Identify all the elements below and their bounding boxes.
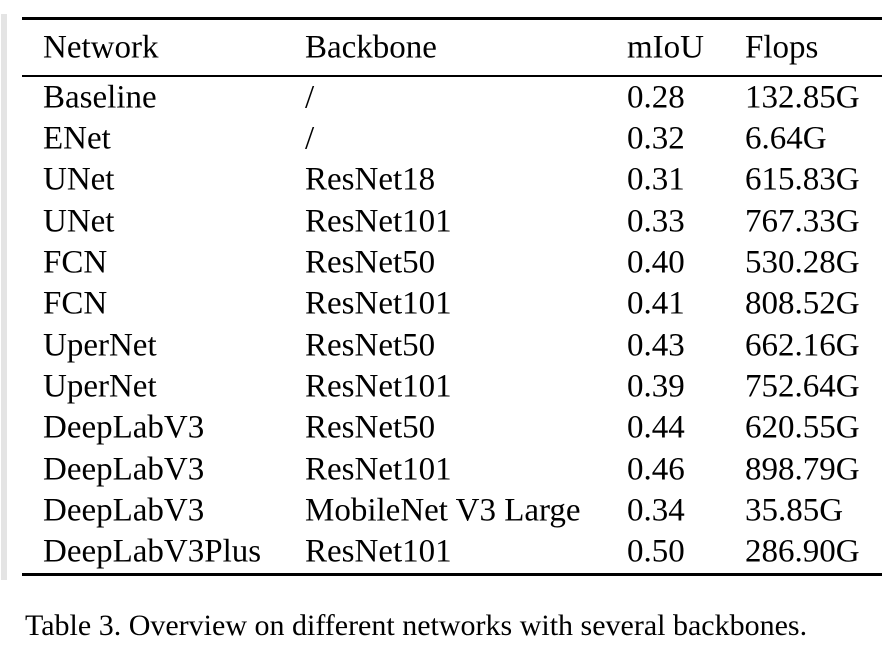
cell-flops: 615.83G <box>745 161 860 198</box>
cell-backbone: ResNet101 <box>305 533 452 570</box>
cell-flops: 752.64G <box>745 368 860 405</box>
cell-miou: 0.33 <box>627 203 685 240</box>
cell-flops: 530.28G <box>745 244 860 281</box>
cell-flops: 662.16G <box>745 327 860 364</box>
cell-flops: 620.55G <box>745 409 860 446</box>
results-table: Network Backbone mIoU Flops Baseline / 0… <box>22 17 882 576</box>
cell-backbone: ResNet101 <box>305 285 452 322</box>
cell-backbone: ResNet50 <box>305 409 436 446</box>
cell-backbone: ResNet101 <box>305 368 452 405</box>
cell-miou: 0.32 <box>627 120 685 157</box>
cell-network: DeepLabV3Plus <box>43 533 262 570</box>
cell-network: DeepLabV3 <box>43 492 205 529</box>
cell-network: FCN <box>43 285 108 322</box>
cell-backbone: ResNet50 <box>305 244 436 281</box>
column-header-flops: Flops <box>745 29 819 65</box>
table-body: Baseline / 0.28 132.85G ENet / 0.32 6.64… <box>22 77 882 573</box>
table-row: UperNet ResNet50 0.43 662.16G <box>22 325 882 366</box>
table-header-row: Network Backbone mIoU Flops <box>22 20 882 75</box>
cell-network: ENet <box>43 120 111 157</box>
cell-backbone: MobileNet V3 Large <box>305 492 581 529</box>
cell-flops: 35.85G <box>745 492 844 529</box>
cell-backbone: / <box>305 79 315 116</box>
cell-backbone: ResNet101 <box>305 203 452 240</box>
table-header-rule <box>22 75 882 77</box>
cell-backbone: ResNet50 <box>305 327 436 364</box>
cell-flops: 808.52G <box>745 285 860 322</box>
page-edge-shadow <box>1 14 7 580</box>
cell-network: UperNet <box>43 368 157 405</box>
table-caption: Table 3. Overview on different networks … <box>25 609 808 642</box>
cell-miou: 0.44 <box>627 409 685 446</box>
column-header-miou: mIoU <box>627 29 704 65</box>
cell-flops: 767.33G <box>745 203 860 240</box>
table-row: FCN ResNet50 0.40 530.28G <box>22 242 882 283</box>
cell-miou: 0.31 <box>627 161 685 198</box>
table-row: DeepLabV3 ResNet50 0.44 620.55G <box>22 408 882 449</box>
table-bottom-rule <box>22 572 882 576</box>
cell-flops: 132.85G <box>745 79 860 116</box>
cell-network: UNet <box>43 161 115 198</box>
table-row: DeepLabV3 ResNet101 0.46 898.79G <box>22 449 882 490</box>
cell-backbone: / <box>305 120 315 157</box>
cell-miou: 0.28 <box>627 79 685 116</box>
cell-miou: 0.50 <box>627 533 685 570</box>
table-row: Baseline / 0.28 132.85G <box>22 77 882 118</box>
cell-flops: 898.79G <box>745 451 860 488</box>
cell-network: Baseline <box>43 79 157 116</box>
table-row: DeepLabV3 MobileNet V3 Large 0.34 35.85G <box>22 490 882 531</box>
cell-miou: 0.46 <box>627 451 685 488</box>
table-top-rule <box>22 17 882 20</box>
cell-backbone: ResNet18 <box>305 161 436 198</box>
column-header-network: Network <box>43 29 159 65</box>
cell-miou: 0.40 <box>627 244 685 281</box>
cell-network: DeepLabV3 <box>43 409 205 446</box>
cell-network: UperNet <box>43 327 157 364</box>
cell-miou: 0.43 <box>627 327 685 364</box>
cell-miou: 0.39 <box>627 368 685 405</box>
table-row: UNet ResNet101 0.33 767.33G <box>22 201 882 242</box>
cell-network: DeepLabV3 <box>43 451 205 488</box>
cell-backbone: ResNet101 <box>305 451 452 488</box>
column-header-backbone: Backbone <box>305 29 437 65</box>
cell-flops: 6.64G <box>745 120 827 157</box>
table-row: UNet ResNet18 0.31 615.83G <box>22 160 882 201</box>
cell-miou: 0.41 <box>627 285 685 322</box>
cell-network: UNet <box>43 203 115 240</box>
table-row: ENet / 0.32 6.64G <box>22 118 882 159</box>
cell-flops: 286.90G <box>745 533 860 570</box>
cell-miou: 0.34 <box>627 492 685 529</box>
cell-network: FCN <box>43 244 108 281</box>
table-row: UperNet ResNet101 0.39 752.64G <box>22 366 882 407</box>
table-row: DeepLabV3Plus ResNet101 0.50 286.90G <box>22 532 882 573</box>
table-row: FCN ResNet101 0.41 808.52G <box>22 284 882 325</box>
